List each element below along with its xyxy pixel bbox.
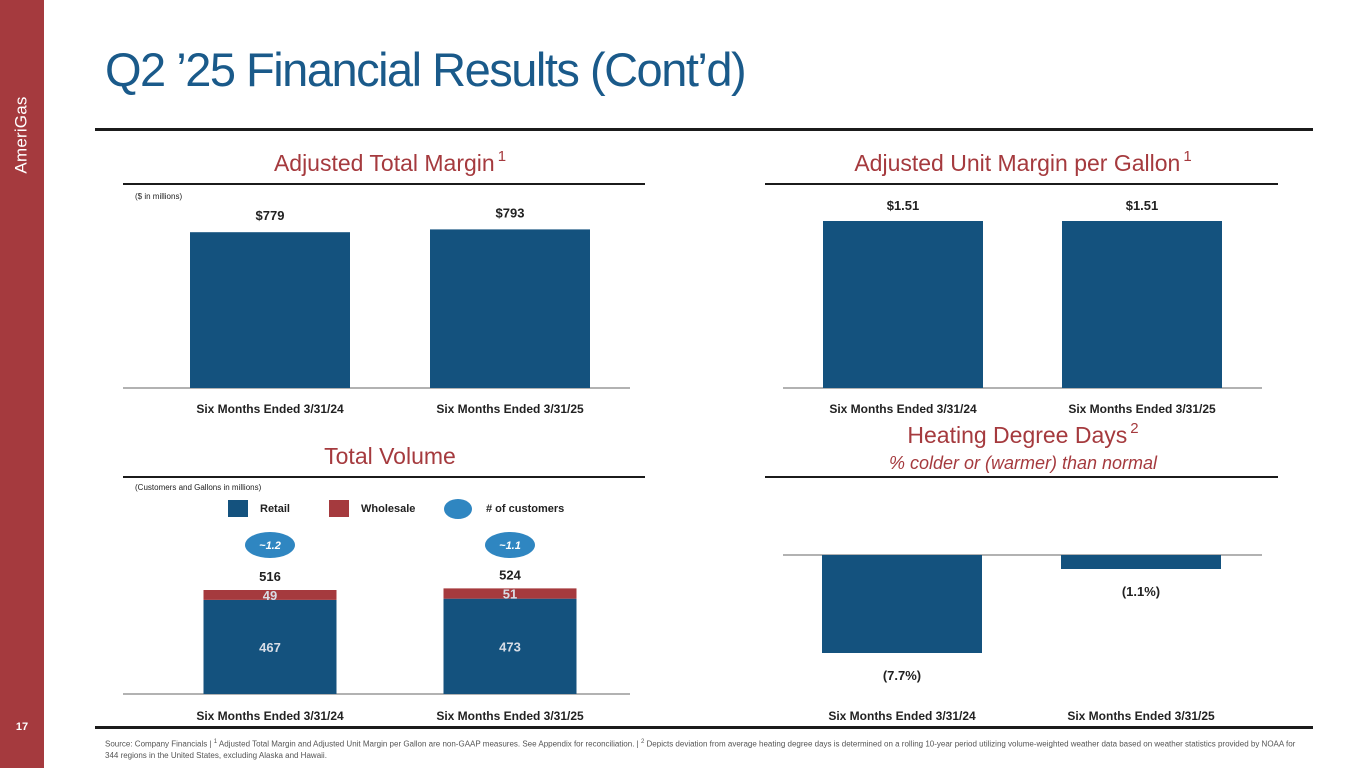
margin-category-label-1: Six Months Ended 3/31/24	[196, 402, 344, 416]
hdd-category-label-1: Six Months Ended 3/31/24	[828, 709, 976, 723]
customers-oval-2	[485, 532, 535, 558]
customers-label-2: ~1.1	[499, 540, 521, 552]
customers-oval	[444, 499, 472, 519]
bottom-rule	[95, 726, 1313, 729]
legend-retail: Retail	[228, 500, 290, 517]
unit-margin-value-label-1: $1.51	[887, 198, 920, 213]
unit-margin-category-label-2: Six Months Ended 3/31/25	[1068, 402, 1216, 416]
unit-margin-title-rule	[765, 183, 1278, 185]
volume-title-rule	[123, 476, 645, 478]
customers-label-1: ~1.2	[259, 540, 281, 552]
customers-oval-1	[245, 532, 295, 558]
hdd-value-label-2: (1.1%)	[1122, 584, 1160, 599]
title-rule	[95, 128, 1313, 131]
margin-title-rule	[123, 183, 645, 185]
footnote: Source: Company Financials | 1 Adjusted …	[105, 739, 1296, 760]
unit-margin-category-label-1: Six Months Ended 3/31/24	[829, 402, 977, 416]
volume-wholesale-bar-1	[203, 590, 337, 600]
page-title: Q2 ’25 Financial Results (Cont’d)	[105, 43, 747, 96]
unit-margin-value-label-2: $1.51	[1126, 198, 1159, 213]
volume-wholesale-label-1: 49	[263, 588, 277, 603]
volume-wholesale-label-2: 51	[503, 587, 517, 602]
margin-bar-2	[430, 229, 590, 388]
wholesale-swatch	[329, 500, 349, 517]
volume-unit-note: (Customers and Gallons in millions)	[135, 483, 262, 492]
hdd-chart-subtitle: % colder or (warmer) than normal	[888, 453, 1158, 473]
hdd-bar-2	[1061, 555, 1221, 569]
sidebar-band	[0, 0, 44, 768]
unit-margin-chart-title: Adjusted Unit Margin per Gallon 1	[854, 148, 1192, 176]
margin-bar-1	[190, 232, 350, 388]
volume-total-label-1: 516	[259, 569, 281, 584]
margin-value-label-1: $779	[256, 208, 285, 223]
hdd-value-label-1: (7.7%)	[883, 668, 921, 683]
margin-unit-note: ($ in millions)	[135, 192, 183, 201]
margin-category-label-2: Six Months Ended 3/31/25	[436, 402, 584, 416]
legend-wholesale: Wholesale	[329, 500, 415, 517]
volume-category-label-1: Six Months Ended 3/31/24	[196, 709, 344, 723]
margin-value-label-2: $793	[496, 205, 525, 220]
volume-retail-label-2: 473	[499, 639, 521, 654]
volume-chart-title: Total Volume	[324, 443, 456, 469]
retail-swatch	[228, 500, 248, 517]
volume-total-label-2: 524	[499, 567, 521, 582]
volume-retail-bar-2	[443, 598, 577, 694]
unit-margin-bar-1	[823, 221, 983, 388]
margin-chart-title: Adjusted Total Margin 1	[273, 148, 507, 176]
hdd-bar-1	[822, 555, 982, 653]
volume-wholesale-bar-2	[443, 588, 577, 599]
unit-margin-bar-2	[1062, 221, 1222, 388]
volume-retail-label-1: 467	[259, 640, 281, 655]
volume-retail-bar-1	[203, 599, 337, 694]
hdd-category-label-2: Six Months Ended 3/31/25	[1067, 709, 1215, 723]
hdd-title-rule	[765, 476, 1278, 478]
hdd-chart-title: Heating Degree Days 2	[907, 420, 1139, 448]
volume-category-label-2: Six Months Ended 3/31/25	[436, 709, 584, 723]
page-number: 17	[15, 721, 29, 733]
legend-customers: # of customers	[444, 499, 564, 519]
